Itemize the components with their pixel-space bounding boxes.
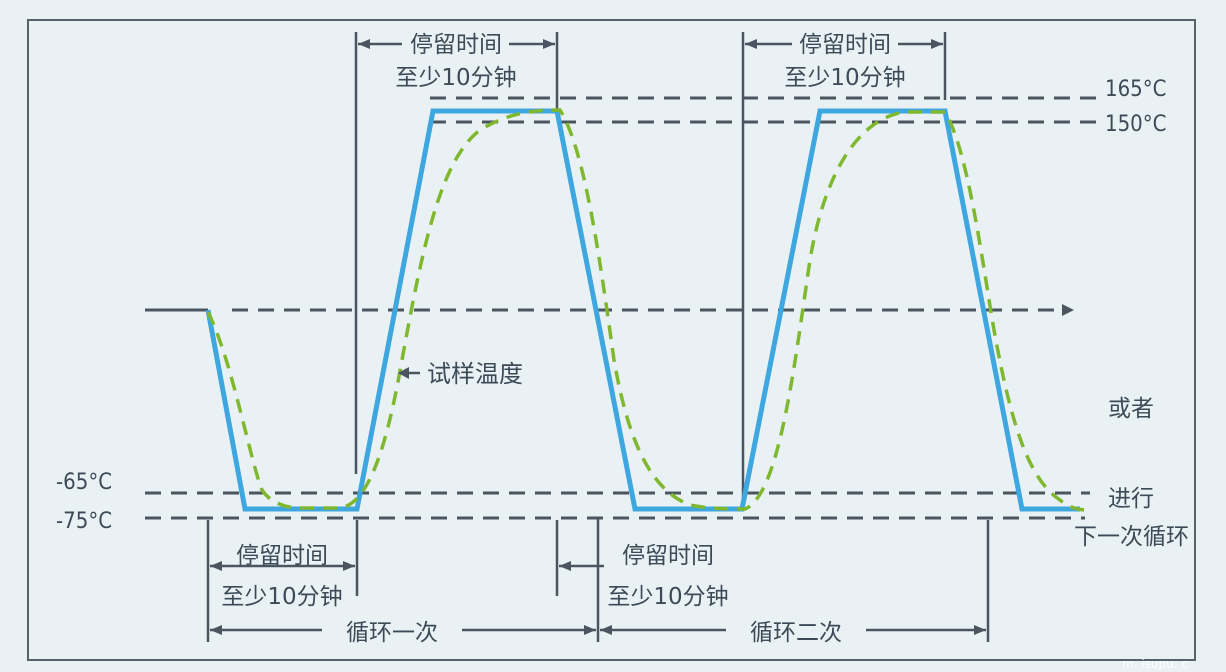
dwell2-line1: 停留时间	[236, 543, 328, 569]
room-end-arrowhead	[1062, 304, 1074, 316]
sample-temp-label: 试样温度	[427, 360, 523, 388]
chamber-temperature-curve	[205, 108, 1080, 512]
next-line2-label: 下一次循环	[1074, 524, 1189, 550]
dwell1-line2: 至少10分钟	[395, 65, 516, 91]
dwell4-line2: 至少10分钟	[607, 584, 728, 610]
labels: -65°C -75°C 165°C 150°C 或者 进行 下一次循环 试样温度…	[56, 32, 1189, 671]
next-line1-label: 进行	[1108, 486, 1154, 512]
or-label: 或者	[1108, 396, 1154, 422]
cycle2-label: 循环二次	[750, 620, 842, 646]
diagram-frame	[27, 19, 1196, 661]
cycle1-label: 循环一次	[346, 620, 438, 646]
t150-label: 150°C	[1105, 112, 1167, 137]
dwell2-line2: 至少10分钟	[221, 584, 342, 610]
dwell1-line1: 停留时间	[410, 32, 502, 58]
minus75-label: -75°C	[56, 509, 112, 534]
t165-label: 165°C	[1105, 77, 1167, 102]
dwell3-line1: 停留时间	[799, 32, 891, 58]
dwell4-line1: 停留时间	[622, 543, 714, 569]
dashed-guides	[145, 96, 1100, 520]
sample-temperature-curve	[206, 108, 1089, 512]
watermark-text: m. isupu. c	[1122, 657, 1188, 671]
vertical-markers	[206, 32, 990, 642]
dwell3-line2: 至少10分钟	[784, 65, 905, 91]
minus65-label: -65°C	[56, 470, 112, 495]
dwell-arrows	[210, 39, 986, 635]
sample-temp-arrowhead	[398, 367, 409, 379]
